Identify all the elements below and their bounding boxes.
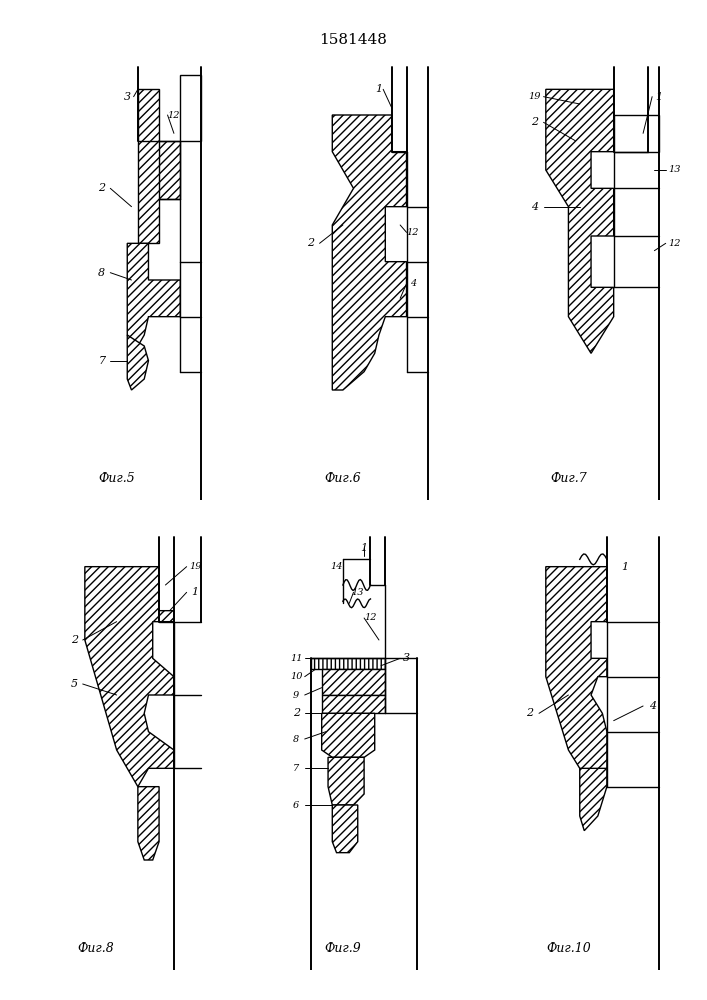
Polygon shape xyxy=(322,669,385,695)
Text: 5: 5 xyxy=(71,679,78,689)
Text: 19: 19 xyxy=(189,562,201,571)
Polygon shape xyxy=(322,713,375,757)
Text: 12: 12 xyxy=(669,239,681,248)
Text: Фиг.10: Фиг.10 xyxy=(546,942,591,955)
Text: 1: 1 xyxy=(621,562,629,572)
Text: 4: 4 xyxy=(410,279,416,288)
Text: 19: 19 xyxy=(528,92,541,101)
Text: 1: 1 xyxy=(655,92,662,102)
Text: 4: 4 xyxy=(648,701,655,711)
Text: Фиг.6: Фиг.6 xyxy=(325,472,361,485)
Text: 12: 12 xyxy=(364,614,377,622)
Text: 4: 4 xyxy=(531,202,538,212)
Polygon shape xyxy=(322,695,385,713)
Text: 2: 2 xyxy=(308,238,315,248)
Text: 7: 7 xyxy=(98,356,105,366)
Text: 2: 2 xyxy=(71,635,78,645)
Text: Фиг.8: Фиг.8 xyxy=(77,942,114,955)
Text: 9: 9 xyxy=(293,690,299,700)
Text: 3: 3 xyxy=(124,92,131,102)
Polygon shape xyxy=(580,768,607,831)
Text: Фиг.5: Фиг.5 xyxy=(98,472,135,485)
Polygon shape xyxy=(127,335,148,390)
Text: 1: 1 xyxy=(361,543,368,553)
Polygon shape xyxy=(180,75,201,141)
Text: 8: 8 xyxy=(98,268,105,278)
Polygon shape xyxy=(311,658,385,669)
Text: 8: 8 xyxy=(293,734,299,744)
Polygon shape xyxy=(546,89,614,353)
Text: 1: 1 xyxy=(375,84,382,94)
Text: 11: 11 xyxy=(290,654,303,663)
Text: 13: 13 xyxy=(669,165,681,174)
Text: 2: 2 xyxy=(531,117,538,127)
Text: 2: 2 xyxy=(527,708,534,718)
Text: 1: 1 xyxy=(192,587,199,597)
Text: 13: 13 xyxy=(351,588,364,597)
Text: 1581448: 1581448 xyxy=(320,33,387,47)
Text: 10: 10 xyxy=(290,672,303,681)
Text: 7: 7 xyxy=(293,764,299,773)
Polygon shape xyxy=(546,567,607,787)
Text: 2: 2 xyxy=(98,183,105,193)
Text: 12: 12 xyxy=(407,228,419,237)
Text: Фиг.9: Фиг.9 xyxy=(325,942,361,955)
Polygon shape xyxy=(332,115,407,390)
Text: 2: 2 xyxy=(293,708,300,718)
Text: 6: 6 xyxy=(293,800,299,810)
Polygon shape xyxy=(614,115,659,152)
Polygon shape xyxy=(332,805,358,853)
Polygon shape xyxy=(138,787,159,860)
Polygon shape xyxy=(328,757,364,805)
Text: 12: 12 xyxy=(168,110,180,119)
Text: 3: 3 xyxy=(403,653,410,663)
Polygon shape xyxy=(127,243,180,346)
Text: 14: 14 xyxy=(330,562,343,571)
Polygon shape xyxy=(138,89,180,243)
Text: Фиг.7: Фиг.7 xyxy=(550,472,587,485)
Polygon shape xyxy=(85,567,174,787)
